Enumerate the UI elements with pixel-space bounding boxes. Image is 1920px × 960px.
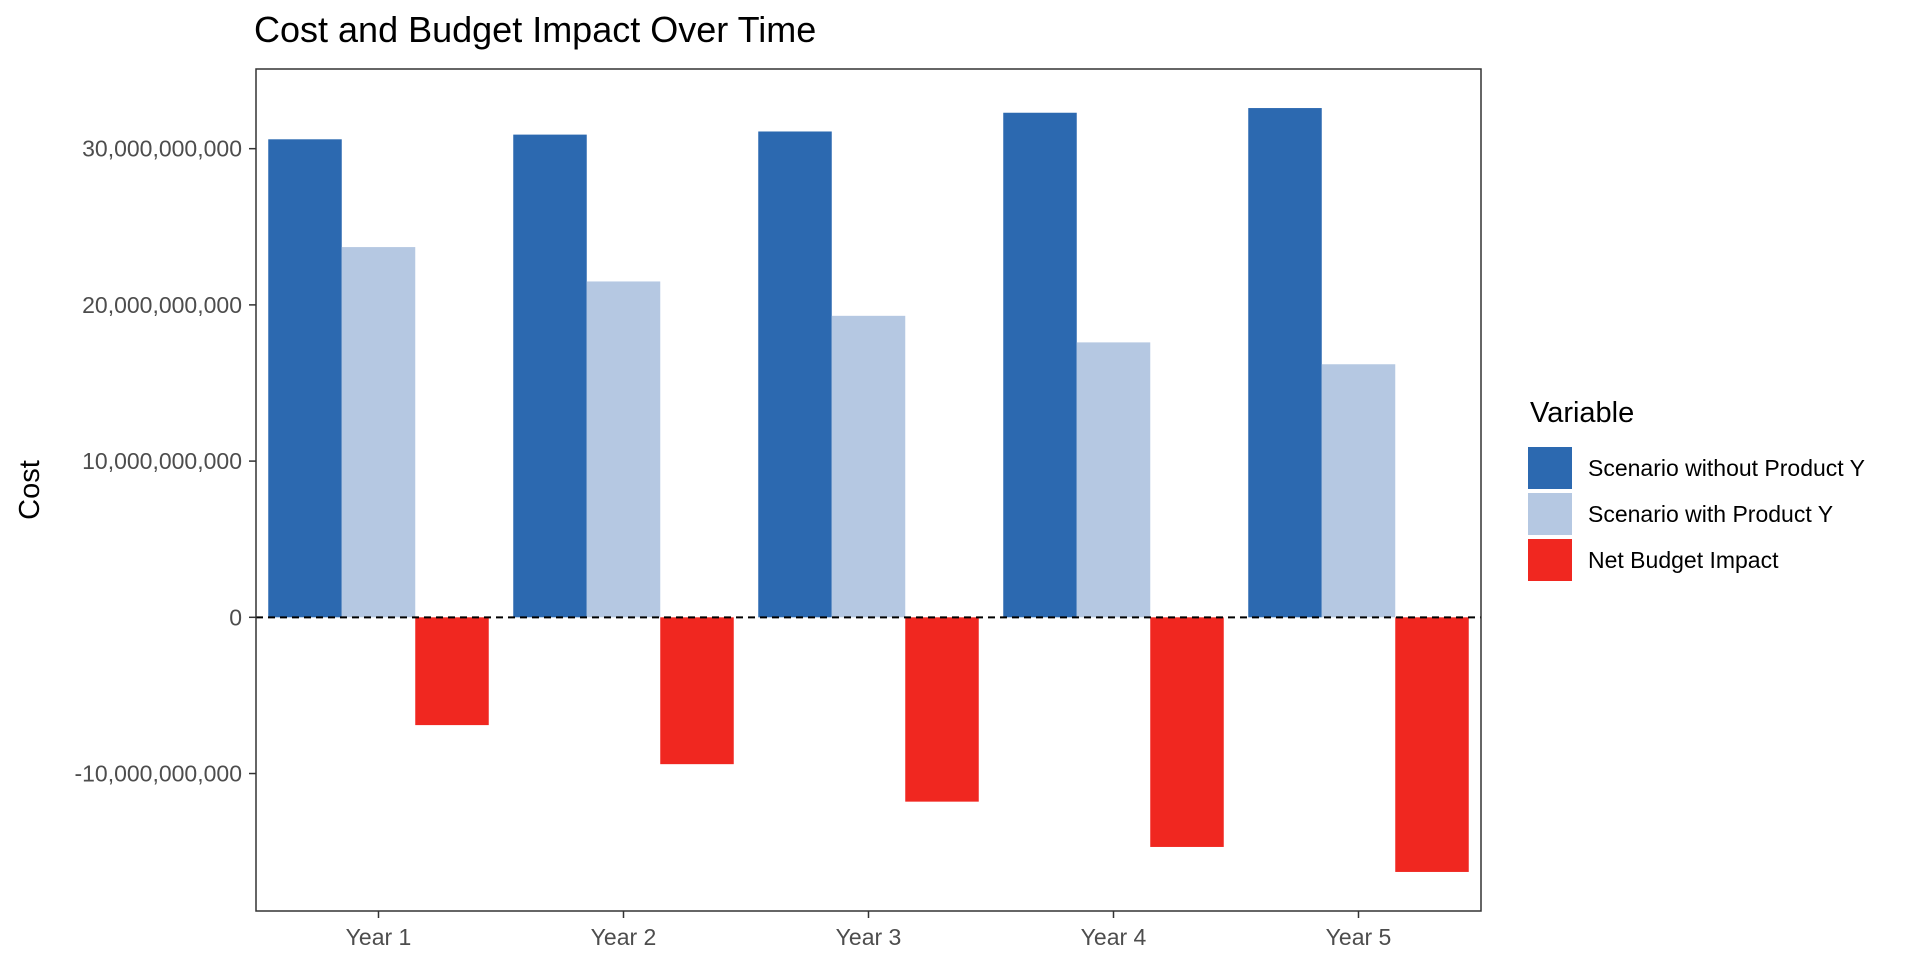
y-tick-label-5: 30,000,000,000 bbox=[82, 136, 242, 162]
bar-3-5 bbox=[1395, 617, 1469, 872]
y-tick-label-4: 20,000,000,000 bbox=[82, 292, 242, 318]
x-tick-label-4: Year 4 bbox=[1081, 924, 1147, 950]
bar-3-1 bbox=[415, 617, 489, 726]
legend-label-1: Scenario without Product Y bbox=[1588, 455, 1865, 481]
bar-1-4 bbox=[1003, 112, 1077, 618]
legend: Variable Scenario without Product Y Scena… bbox=[1528, 397, 1865, 581]
bar-2-2 bbox=[586, 281, 661, 618]
x-tick-label-1: Year 1 bbox=[346, 924, 412, 950]
bar-3-3 bbox=[905, 617, 979, 802]
legend-key-1 bbox=[1528, 447, 1572, 489]
plot-area: -10,000,000,000 0 10,000,000,000 20,000,000… bbox=[74, 68, 1482, 950]
y-axis-title: Cost bbox=[14, 460, 46, 520]
bar-2-1 bbox=[341, 247, 416, 618]
bar-3-2 bbox=[660, 617, 734, 765]
y-tick-label-2: 0 bbox=[229, 604, 242, 630]
x-tick-label-5: Year 5 bbox=[1326, 924, 1392, 950]
legend-title: Variable bbox=[1530, 397, 1634, 429]
bar-2-3 bbox=[831, 315, 906, 618]
y-tick-label-1: -10,000,000,000 bbox=[74, 761, 242, 787]
y-tick-label-3: 10,000,000,000 bbox=[82, 448, 242, 474]
bar-1-3 bbox=[758, 131, 832, 618]
legend-key-3 bbox=[1528, 539, 1572, 581]
x-tick-label-2: Year 2 bbox=[591, 924, 657, 950]
legend-key-2 bbox=[1528, 493, 1572, 535]
legend-label-3: Net Budget Impact bbox=[1588, 547, 1779, 573]
x-tick-label-3: Year 3 bbox=[836, 924, 902, 950]
bar-1-2 bbox=[513, 134, 587, 618]
chart-title: Cost and Budget Impact Over Time bbox=[254, 9, 816, 50]
bar-1-1 bbox=[268, 139, 342, 618]
legend-label-2: Scenario with Product Y bbox=[1588, 501, 1833, 527]
bar-3-4 bbox=[1150, 617, 1224, 847]
bar-2-4 bbox=[1076, 342, 1151, 618]
bar-2-5 bbox=[1321, 364, 1396, 618]
bar-1-5 bbox=[1248, 108, 1322, 618]
